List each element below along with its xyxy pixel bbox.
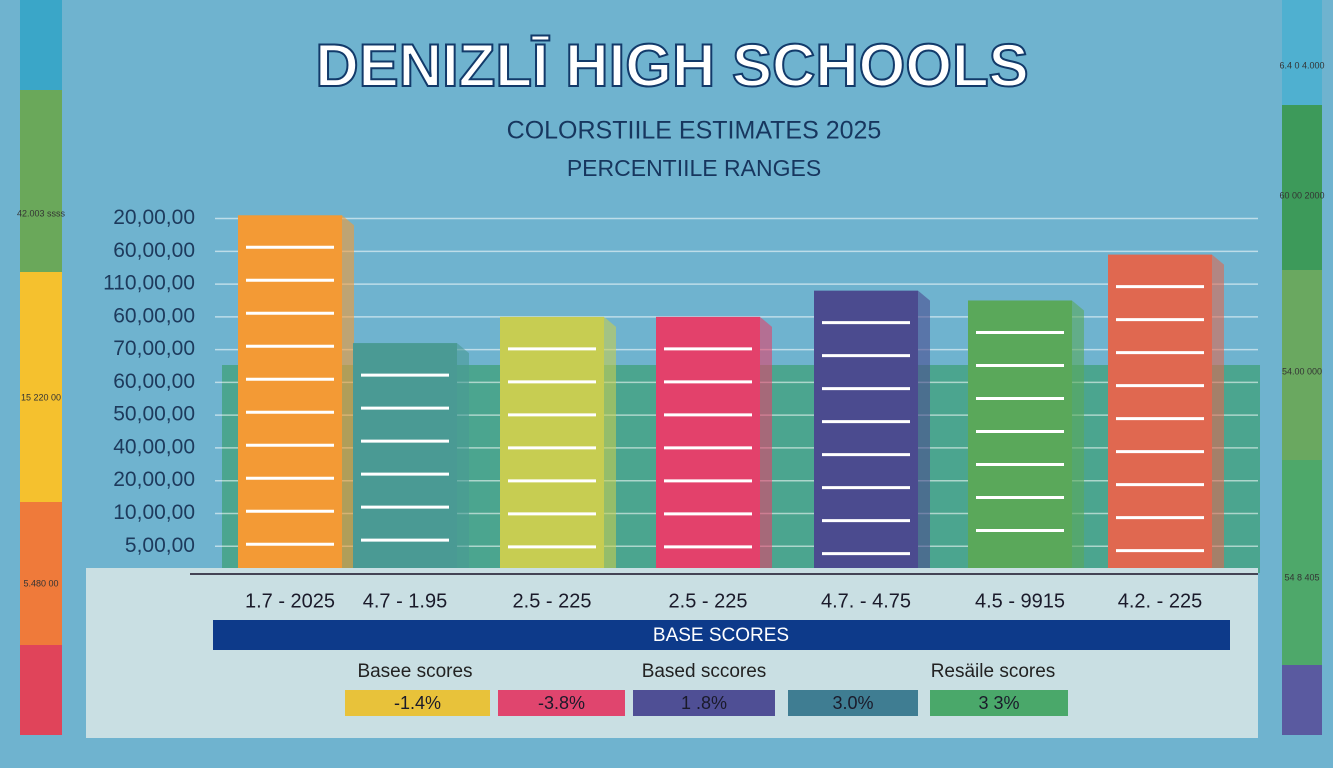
side-stripe [20, 645, 62, 735]
legend-label: -1.4% [394, 693, 441, 713]
bar [656, 316, 760, 572]
chart-title: DENIZLĪ HIGH SCHOOLS [315, 32, 1028, 99]
legend-label: 1 .8% [681, 693, 727, 713]
x-tick-label: 4.5 - 9915 [975, 590, 1065, 612]
bar [1108, 254, 1212, 573]
side-stripe [1282, 105, 1322, 270]
legend-heading: Resäile scores [931, 661, 1056, 682]
side-stripe [20, 90, 62, 272]
side-stripe [20, 272, 62, 502]
legend-chip [788, 690, 918, 716]
x-tick-label: 4.7. - 4.75 [821, 590, 911, 612]
bar-side [457, 343, 469, 572]
x-tick-label: 4.2. - 225 [1118, 590, 1203, 612]
chart-subtitle: PERCENTIILE RANGES [567, 155, 821, 181]
legend-heading: Basee scores [357, 661, 472, 682]
x-tick-label: 2.5 - 225 [513, 590, 592, 612]
chart-subtitle: COLORSTIILE ESTIMATES 2025 [507, 117, 882, 145]
bar-side [1072, 300, 1084, 572]
side-label: 6.4 0 4.000 [1279, 60, 1324, 70]
y-tick-label: 5,00,00 [125, 534, 195, 557]
side-stripe [1282, 270, 1322, 460]
side-stripe [1282, 0, 1322, 105]
legend-chip [345, 690, 490, 716]
legend-label: 3.0% [832, 693, 873, 713]
bar-side [604, 316, 616, 572]
bar-side [760, 316, 772, 572]
y-tick-label: 110,00,00 [103, 272, 195, 295]
y-tick-label: 10,00,00 [113, 501, 195, 524]
side-label: 60 00 2000 [1279, 190, 1324, 200]
x-tick-label: 1.7 - 2025 [245, 590, 335, 612]
side-label: 15 220 00 [21, 392, 61, 402]
y-tick-label: 20,00,00 [113, 206, 195, 229]
legend-label: -3.8% [538, 693, 585, 713]
bar [968, 300, 1072, 572]
side-label: 42.003 ssss [17, 208, 66, 218]
banner-text: BASE SCORES [653, 625, 789, 646]
y-tick-label: 40,00,00 [113, 435, 195, 458]
side-stripe [1282, 665, 1322, 735]
banner [213, 620, 1230, 650]
x-tick-label: 4.7 - 1.95 [363, 590, 448, 612]
side-label: 54.00 000 [1282, 366, 1322, 376]
legend-label: 3 3% [978, 693, 1019, 713]
y-tick-label: 60,00,00 [113, 239, 195, 262]
bar-side [918, 290, 930, 572]
side-stripe [20, 0, 62, 90]
y-tick-label: 50,00,00 [113, 403, 195, 426]
legend-chip [498, 690, 625, 716]
y-tick-label: 20,00,00 [113, 468, 195, 491]
side-stripe [20, 502, 62, 645]
side-label: 54 8 405 [1284, 572, 1319, 582]
bar [353, 343, 457, 572]
side-stripe [1282, 460, 1322, 665]
legend-chip [633, 690, 775, 716]
bar-side [1212, 254, 1224, 573]
y-tick-label: 70,00,00 [113, 337, 195, 360]
bar [814, 290, 918, 572]
legend-chip [930, 690, 1068, 716]
bar-side [342, 215, 354, 572]
bar [238, 215, 342, 572]
bar [500, 316, 604, 572]
y-tick-label: 60,00,00 [113, 370, 195, 393]
legend-heading: Based sccores [642, 661, 767, 682]
y-tick-label: 60,00,00 [113, 304, 195, 327]
x-tick-label: 2.5 - 225 [669, 590, 748, 612]
side-label: 5.480 00 [23, 578, 58, 588]
